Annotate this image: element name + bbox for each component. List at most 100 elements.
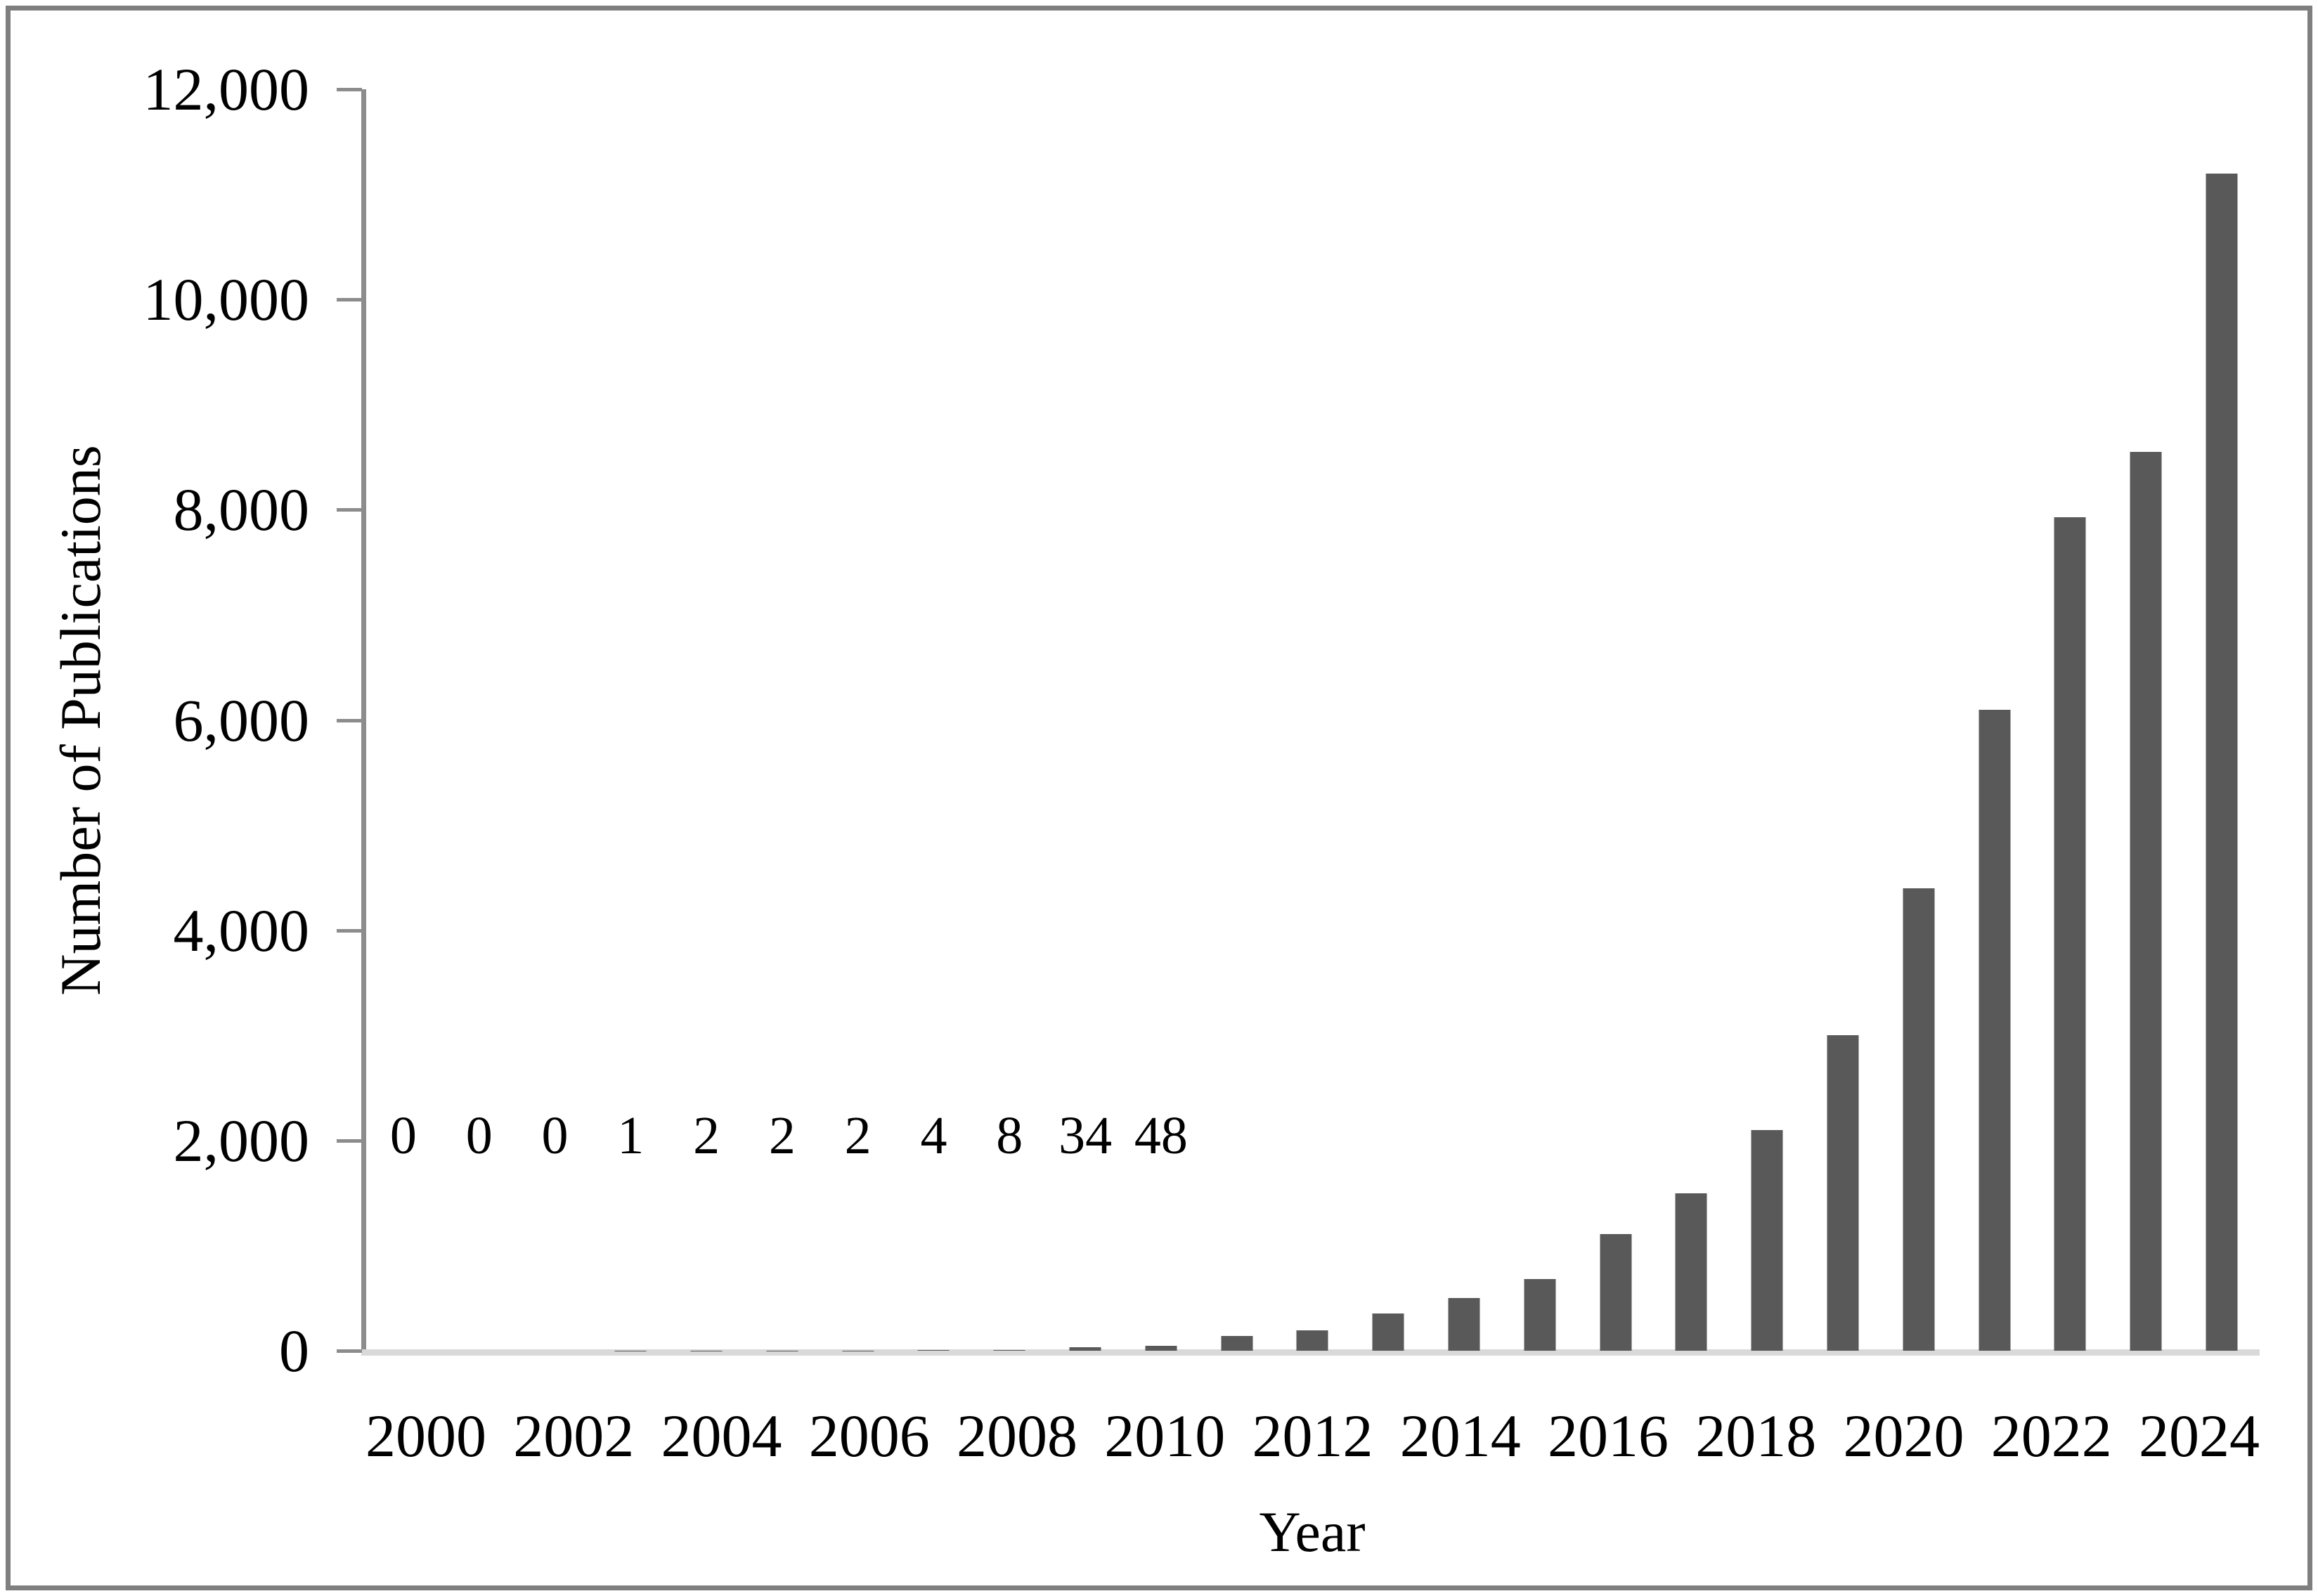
category-slot-2001: 0 (441, 89, 517, 1351)
x-label-slot-2002: 2002 (513, 1406, 634, 1466)
y-tick-label: 10,000 (143, 266, 310, 334)
x-label-slot-2024: 2024 (2139, 1406, 2260, 1466)
y-tick (337, 298, 362, 302)
category-slot-2020 (1881, 89, 1957, 1351)
x-label-slot-2008: 2008 (957, 1406, 1077, 1466)
x-label-slot-2007 (930, 1406, 957, 1466)
x-tick-label: 2014 (1399, 1402, 1521, 1470)
bar-2007 (917, 1350, 950, 1351)
x-tick-label: 2010 (1104, 1402, 1226, 1470)
bar-2019 (1827, 1035, 1859, 1351)
category-slot-2007: 4 (896, 89, 972, 1351)
bar-data-label-2006: 2 (844, 1106, 872, 1165)
y-tick (337, 1349, 362, 1353)
y-tick (337, 718, 362, 722)
category-slot-2023 (2108, 89, 2184, 1351)
y-tick-label: 12,000 (143, 56, 310, 123)
x-label-slot-2006: 2006 (809, 1406, 930, 1466)
category-slot-2017 (1654, 89, 1730, 1351)
bar-2022 (2054, 517, 2086, 1351)
x-label-slot-2000: 2000 (365, 1406, 486, 1466)
x-label-slot-2017 (1669, 1406, 1695, 1466)
x-tick-label: 2024 (2139, 1402, 2260, 1470)
figure-frame: Number of Publications 0 2,000 4,000 6,000 8… (6, 6, 2312, 1590)
category-slot-2000: 0 (365, 89, 441, 1351)
y-tick (337, 928, 362, 933)
x-label-slot-2001 (486, 1406, 513, 1466)
x-label-slot-2016: 2016 (1548, 1406, 1669, 1466)
y-tick (337, 1138, 362, 1143)
x-tick-label: 2020 (1843, 1402, 1964, 1470)
x-label-slot-2013 (1373, 1406, 1400, 1466)
bar-data-label-2000: 0 (389, 1106, 417, 1165)
category-slot-2014 (1426, 89, 1502, 1351)
bar-2016 (1600, 1233, 1632, 1351)
bar-data-label-2001: 0 (465, 1106, 493, 1165)
x-tick-label: 2002 (513, 1402, 635, 1470)
x-tick-label: 2016 (1548, 1402, 1669, 1470)
category-slot-2016 (1578, 89, 1654, 1351)
x-label-slot-2018: 2018 (1695, 1406, 1816, 1466)
y-tick-label: 6,000 (173, 686, 310, 754)
x-label-slot-2014: 2014 (1400, 1406, 1521, 1466)
bars-container: 0 0 0 1 2 2 2 4 8 34 48 (365, 89, 2260, 1351)
bar-2014 (1448, 1298, 1480, 1351)
category-slot-2004: 2 (668, 89, 744, 1351)
bar-2024 (2206, 173, 2238, 1351)
bar-2015 (1524, 1279, 1556, 1351)
bar-data-label-2003: 1 (617, 1106, 645, 1165)
x-axis-line (361, 1349, 2260, 1356)
category-slot-2003: 1 (593, 89, 668, 1351)
bar-2023 (2130, 452, 2162, 1351)
bar-data-label-2002: 0 (541, 1106, 569, 1165)
x-label-slot-2011 (1225, 1406, 1252, 1466)
x-tick-label: 2012 (1252, 1402, 1373, 1470)
x-tick-label: 2008 (957, 1402, 1077, 1470)
x-tick-label: 2006 (808, 1402, 930, 1470)
bar-2011 (1221, 1336, 1253, 1351)
category-slot-2022 (2033, 89, 2109, 1351)
x-label-slot-2005 (782, 1406, 809, 1466)
x-label-slot-2012: 2012 (1252, 1406, 1373, 1466)
x-label-slot-2004: 2004 (661, 1406, 782, 1466)
category-slot-2012 (1275, 89, 1351, 1351)
x-label-slot-2009 (1077, 1406, 1104, 1466)
category-slot-2006: 2 (820, 89, 896, 1351)
x-label-slot-2020: 2020 (1844, 1406, 1964, 1466)
category-slot-2013 (1350, 89, 1426, 1351)
x-axis-title: Year (1259, 1500, 1366, 1564)
category-slot-2002: 0 (517, 89, 593, 1351)
bar-data-label-2009: 34 (1058, 1106, 1113, 1165)
y-tick-label: 2,000 (173, 1106, 310, 1174)
category-slot-2024 (2184, 89, 2260, 1351)
bar-2012 (1296, 1330, 1328, 1351)
x-tick-label: 2018 (1695, 1402, 1817, 1470)
x-label-slot-2003 (634, 1406, 661, 1466)
category-slot-2015 (1502, 89, 1578, 1351)
bar-data-label-2010: 48 (1134, 1106, 1188, 1165)
bar-2017 (1675, 1193, 1707, 1351)
bar-2010 (1145, 1345, 1177, 1351)
y-tick (337, 88, 362, 91)
category-slot-2010: 48 (1123, 89, 1199, 1351)
bar-2020 (1903, 888, 1935, 1351)
x-tick-label: 2004 (661, 1402, 782, 1470)
category-slot-2009: 34 (1047, 89, 1123, 1351)
x-label-slot-2019 (1816, 1406, 1843, 1466)
category-slot-2005: 2 (744, 89, 820, 1351)
bar-data-label-2008: 8 (996, 1106, 1023, 1165)
bar-2009 (1069, 1347, 1101, 1351)
x-label-slot-2015 (1521, 1406, 1548, 1466)
y-tick-label: 4,000 (173, 896, 310, 964)
category-slot-2019 (1805, 89, 1881, 1351)
x-axis-labels: 2000 2002 2004 2006 2008 2010 2012 2014 2016 2018… (365, 1406, 2260, 1466)
bar-2013 (1372, 1313, 1404, 1351)
y-tick-label: 0 (279, 1317, 309, 1384)
x-label-slot-2021 (1964, 1406, 1991, 1466)
x-tick-label: 2022 (1990, 1402, 2112, 1470)
bar-2018 (1751, 1129, 1783, 1351)
bar-data-label-2004: 2 (693, 1106, 720, 1165)
bar-data-label-2005: 2 (768, 1106, 796, 1165)
bar-2008 (993, 1349, 1025, 1351)
